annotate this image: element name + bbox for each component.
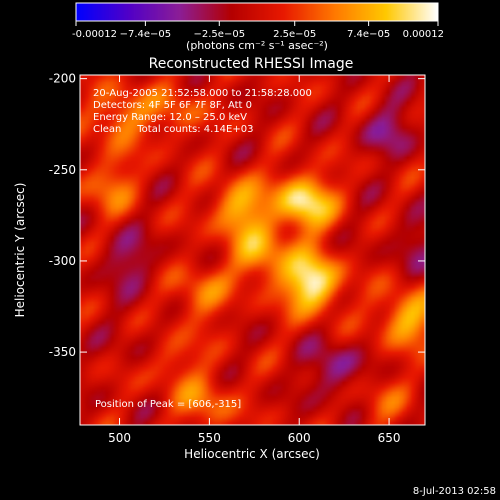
colorbar-tick-label: 7.4e−05 <box>347 29 390 40</box>
chart-title: Reconstructed RHESSI Image <box>149 56 354 72</box>
y-axis: -200 -250 -300 -350 <box>49 72 425 359</box>
y-axis-label: Heliocentric Y (arcsec) <box>13 183 27 318</box>
colorbar-tick-label: −2.5e−05 <box>194 29 246 40</box>
colorbar-tick-label: -0.00012 <box>72 29 117 40</box>
colorbar-tick-label: −7.4e−05 <box>120 29 172 40</box>
x-tick-label: 550 <box>198 431 221 445</box>
x-axis-label: Heliocentric X (arcsec) <box>184 447 320 461</box>
colorbar: -0.00012 −7.4e−05 −2.5e−05 2.5e−05 7.4e−05 0.… <box>72 2 444 52</box>
annotation-time-range: 20‑Aug‑2005 21:52:58.000 to 21:58:28.000 <box>93 88 312 99</box>
colorbar-tick-label: 2.5e−05 <box>273 29 316 40</box>
y-tick-label: -250 <box>49 163 76 177</box>
peak-position-label: Position of Peak = [606,-315] <box>95 399 241 410</box>
x-tick-label: 600 <box>288 431 311 445</box>
annotation-detectors: Detectors: 4F 5F 6F 7F 8F, Att 0 <box>93 100 252 111</box>
annotation-energy-range: Energy Range: 12.0 – 25.0 keV <box>93 112 247 123</box>
y-tick-label: -350 <box>49 345 76 359</box>
y-tick-label: -200 <box>49 72 76 86</box>
annotation-block: 20‑Aug‑2005 21:52:58.000 to 21:58:28.000… <box>93 88 312 135</box>
annotation-clean-counts: Clean Total counts: 4.14E+03 <box>93 124 253 135</box>
x-tick-label: 500 <box>108 431 131 445</box>
render-timestamp: 8‑Jul‑2013 02:58 <box>413 486 496 497</box>
colorbar-tick-label: 0.00012 <box>403 29 444 40</box>
heatmap-image <box>80 75 425 425</box>
y-tick-label: -300 <box>49 254 76 268</box>
colorbar-unit-label: (photons cm⁻² s⁻¹ asec⁻²) <box>186 39 328 52</box>
x-tick-label: 650 <box>378 431 401 445</box>
colorbar-gradient <box>76 3 438 21</box>
x-axis: 500 550 600 650 <box>108 75 401 445</box>
plot-frame <box>79 74 426 426</box>
colorbar-ticks: -0.00012 −7.4e−05 −2.5e−05 2.5e−05 7.4e−05 0.… <box>72 21 444 40</box>
